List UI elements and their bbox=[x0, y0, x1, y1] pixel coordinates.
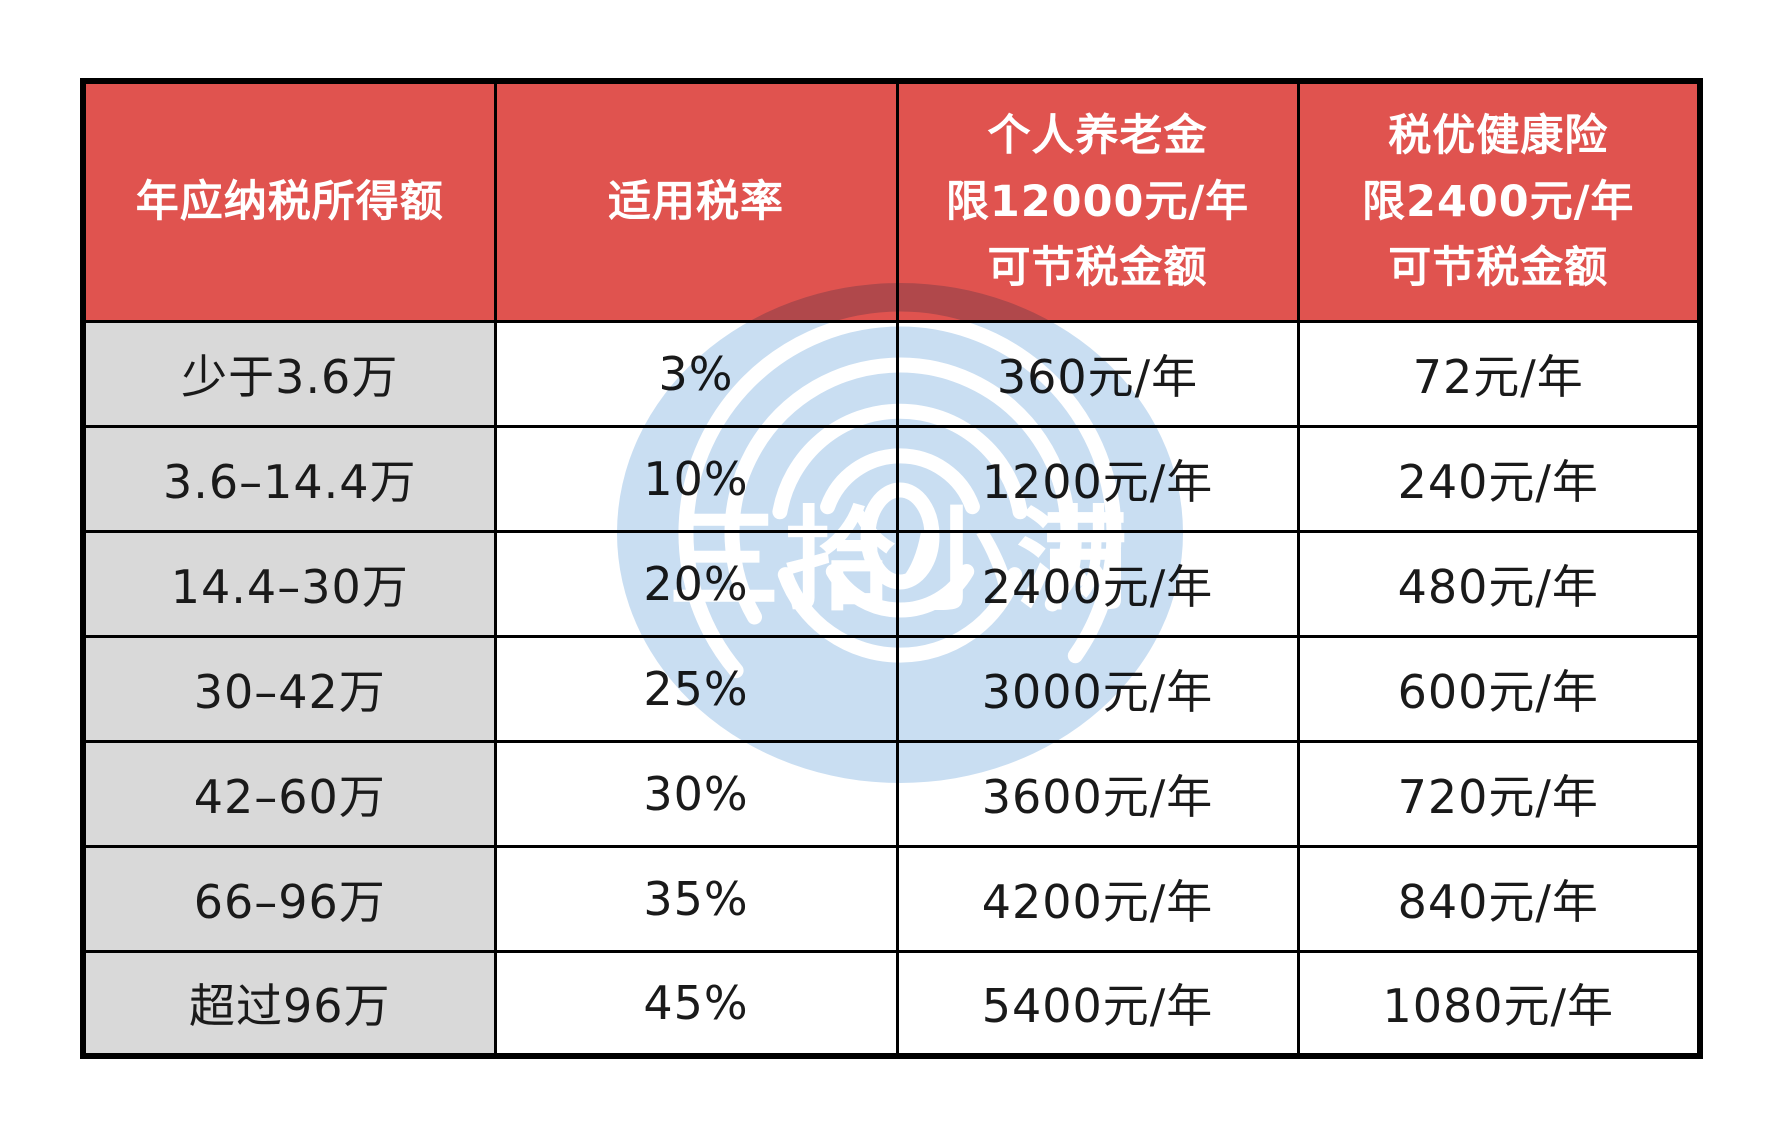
col-header-pension-saving: 个人养老金 限12000元/年 可节税金额 bbox=[895, 79, 1300, 323]
col-header-tax-rate: 适用税率 bbox=[493, 79, 899, 323]
header-line: 适用税率 bbox=[608, 176, 784, 227]
header-line: 年应纳税所得额 bbox=[135, 176, 444, 227]
cell-pension-saving: 3000元/年 bbox=[895, 634, 1300, 743]
cell-taxable-income: 少于3.6万 bbox=[81, 319, 497, 428]
cell-taxable-income: 14.4–30万 bbox=[81, 529, 497, 638]
col-header-taxable-income: 年应纳税所得额 bbox=[81, 79, 497, 323]
table-row: 42–60万 30% 3600元/年 720元/年 bbox=[81, 739, 1702, 848]
cell-taxable-income: 超过96万 bbox=[81, 949, 497, 1058]
cell-pension-saving: 3600元/年 bbox=[895, 739, 1300, 848]
cell-tax-rate: 30% bbox=[493, 739, 899, 848]
cell-taxable-income: 42–60万 bbox=[81, 739, 497, 848]
header-line: 限2400元/年 bbox=[1362, 176, 1635, 227]
table-row: 超过96万 45% 5400元/年 1080元/年 bbox=[81, 949, 1702, 1058]
tax-rate-table: 年应纳税所得额 适用税率 个人养老金 限12000元/年 可节税金额 税优健康险… bbox=[80, 78, 1703, 1059]
table-header-row: 年应纳税所得额 适用税率 个人养老金 限12000元/年 可节税金额 税优健康险… bbox=[81, 79, 1702, 323]
cell-health-insurance-saving: 600元/年 bbox=[1296, 634, 1702, 743]
cell-health-insurance-saving: 240元/年 bbox=[1296, 424, 1702, 533]
cell-tax-rate: 25% bbox=[493, 634, 899, 743]
table-body: 少于3.6万 3% 360元/年 72元/年 3.6–14.4万 10% 120… bbox=[81, 319, 1702, 1058]
header-line: 个人养老金 bbox=[987, 110, 1208, 161]
cell-pension-saving: 2400元/年 bbox=[895, 529, 1300, 638]
header-line: 税优健康险 bbox=[1388, 110, 1609, 161]
cell-tax-rate: 3% bbox=[493, 319, 899, 428]
cell-taxable-income: 30–42万 bbox=[81, 634, 497, 743]
cell-taxable-income: 3.6–14.4万 bbox=[81, 424, 497, 533]
cell-tax-rate: 35% bbox=[493, 844, 899, 953]
cell-pension-saving: 4200元/年 bbox=[895, 844, 1300, 953]
header-line: 可节税金额 bbox=[987, 242, 1208, 293]
cell-health-insurance-saving: 840元/年 bbox=[1296, 844, 1702, 953]
table-row: 14.4–30万 20% 2400元/年 480元/年 bbox=[81, 529, 1702, 638]
cell-pension-saving: 360元/年 bbox=[895, 319, 1300, 428]
cell-tax-rate: 10% bbox=[493, 424, 899, 533]
header-line: 限12000元/年 bbox=[945, 176, 1250, 227]
cell-health-insurance-saving: 720元/年 bbox=[1296, 739, 1702, 848]
cell-taxable-income: 66–96万 bbox=[81, 844, 497, 953]
table-row: 3.6–14.4万 10% 1200元/年 240元/年 bbox=[81, 424, 1702, 533]
cell-health-insurance-saving: 480元/年 bbox=[1296, 529, 1702, 638]
cell-health-insurance-saving: 1080元/年 bbox=[1296, 949, 1702, 1058]
cell-tax-rate: 20% bbox=[493, 529, 899, 638]
cell-pension-saving: 1200元/年 bbox=[895, 424, 1300, 533]
table-row: 66–96万 35% 4200元/年 840元/年 bbox=[81, 844, 1702, 953]
table-row: 30–42万 25% 3000元/年 600元/年 bbox=[81, 634, 1702, 743]
header-line: 可节税金额 bbox=[1388, 242, 1609, 293]
table-row: 少于3.6万 3% 360元/年 72元/年 bbox=[81, 319, 1702, 428]
cell-health-insurance-saving: 72元/年 bbox=[1296, 319, 1702, 428]
cell-tax-rate: 45% bbox=[493, 949, 899, 1058]
col-header-health-insurance-saving: 税优健康险 限2400元/年 可节税金额 bbox=[1296, 79, 1702, 323]
cell-pension-saving: 5400元/年 bbox=[895, 949, 1300, 1058]
